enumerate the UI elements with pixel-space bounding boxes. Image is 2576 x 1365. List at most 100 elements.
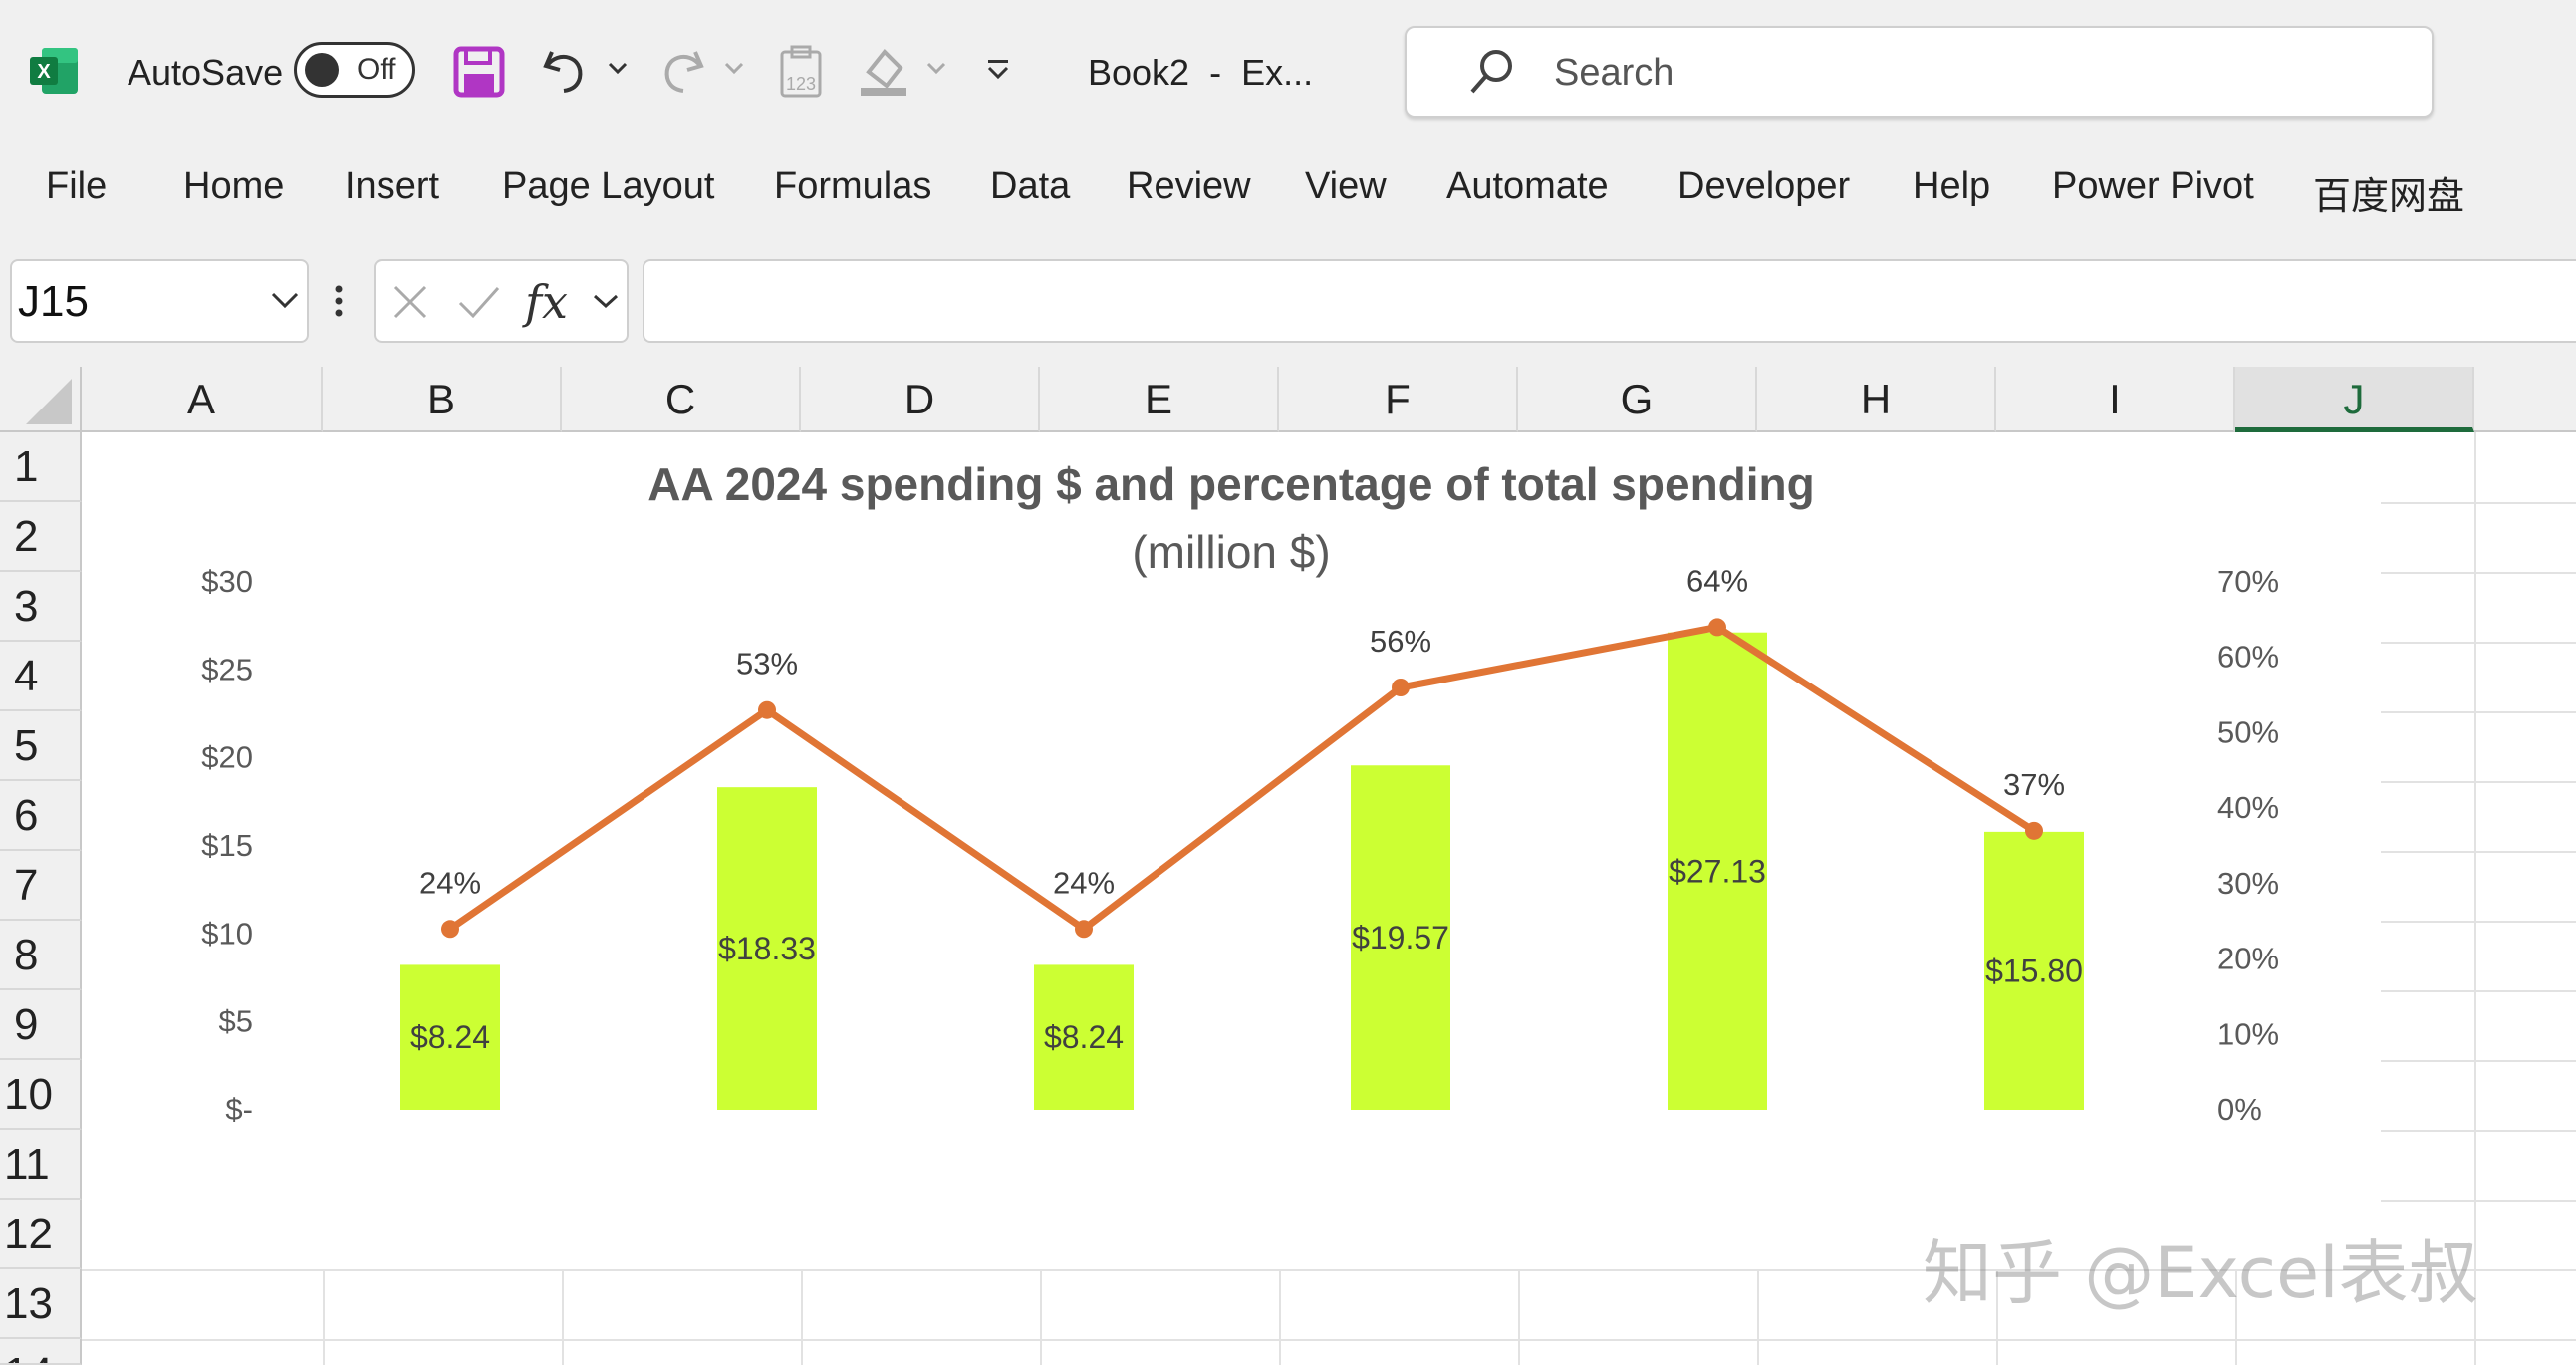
search-box[interactable]: Search: [1405, 26, 2434, 118]
row-header-9[interactable]: 9: [0, 990, 82, 1060]
combo-chart[interactable]: AA 2024 spending $ and percentage of tot…: [84, 434, 2381, 1267]
gridline: [2381, 781, 2576, 783]
row-header-4[interactable]: 4: [0, 642, 82, 711]
row-header-5[interactable]: 5: [0, 711, 82, 781]
column-header-b[interactable]: B: [323, 367, 562, 432]
row-header-1[interactable]: 1: [0, 432, 82, 502]
bar-data-label: $8.24: [410, 1019, 490, 1055]
tab-data[interactable]: Data: [990, 165, 1071, 207]
tab-baidu-netdisk[interactable]: 百度网盘: [2313, 174, 2465, 218]
bar[interactable]: [1984, 831, 2084, 1110]
tab-file[interactable]: File: [46, 165, 108, 207]
chart-area[interactable]: AA 2024 spending $ and percentage of tot…: [84, 434, 2381, 1267]
chart-title[interactable]: AA 2024 spending $ and percentage of tot…: [647, 458, 1815, 510]
save-icon[interactable]: [453, 46, 505, 103]
column-header-i[interactable]: I: [1996, 367, 2235, 432]
autosave-toggle[interactable]: Off: [294, 42, 415, 98]
autosave-state: Off: [357, 53, 396, 86]
tab-home[interactable]: Home: [183, 165, 285, 207]
gridline: [2235, 1269, 2237, 1365]
line-marker[interactable]: [1392, 679, 1410, 696]
paste-values-icon[interactable]: 123: [777, 44, 827, 105]
bar[interactable]: [717, 787, 817, 1110]
toggle-knob: [305, 53, 339, 87]
right-axis-tick-label: 0%: [2217, 1092, 2262, 1127]
bar[interactable]: [1351, 765, 1450, 1110]
line-series[interactable]: [448, 623, 2036, 933]
row-header-14[interactable]: 14: [0, 1339, 82, 1365]
gridline: [801, 1269, 803, 1365]
line-marker[interactable]: [758, 700, 776, 719]
tab-power-pivot[interactable]: Power Pivot: [2052, 165, 2254, 207]
column-header-e[interactable]: E: [1040, 367, 1279, 432]
tab-review[interactable]: Review: [1127, 165, 1251, 207]
insert-function-icon[interactable]: fx: [525, 275, 568, 329]
enter-check-icon[interactable]: [457, 283, 501, 326]
line-data-label: 24%: [419, 865, 481, 900]
left-axis-tick-label: $30: [201, 564, 253, 599]
column-header-a[interactable]: A: [82, 367, 323, 432]
tab-formulas[interactable]: Formulas: [774, 165, 932, 207]
document-title[interactable]: Book2 - Ex...: [1088, 52, 1314, 93]
row-header-7[interactable]: 7: [0, 851, 82, 921]
gridline: [2381, 921, 2576, 923]
line-marker[interactable]: [1075, 920, 1093, 939]
customize-toolbar-icon[interactable]: [986, 58, 1010, 87]
search-icon: [1466, 46, 1518, 103]
row-header-3[interactable]: 3: [0, 572, 82, 642]
undo-icon[interactable]: [540, 44, 590, 99]
tab-help[interactable]: Help: [1913, 165, 1991, 207]
left-axis-tick-label: $15: [201, 828, 253, 863]
column-header-h[interactable]: H: [1757, 367, 1996, 432]
fill-dropdown-icon[interactable]: [926, 62, 946, 81]
search-placeholder: Search: [1554, 52, 1674, 94]
column-header-f[interactable]: F: [1279, 367, 1518, 432]
chevron-down-icon[interactable]: [593, 293, 619, 314]
column-header-j[interactable]: J: [2235, 367, 2474, 432]
fill-color-icon[interactable]: [859, 42, 912, 103]
row-header-6[interactable]: 6: [0, 781, 82, 851]
select-all-button[interactable]: [0, 367, 82, 432]
tab-insert[interactable]: Insert: [345, 165, 440, 207]
line-data-label: 56%: [1370, 624, 1431, 659]
row-header-2[interactable]: 2: [0, 502, 82, 572]
row-header-11[interactable]: 11: [0, 1130, 82, 1200]
more-options-icon[interactable]: [335, 283, 343, 324]
tab-automate[interactable]: Automate: [1446, 165, 1609, 207]
name-box[interactable]: J15: [10, 259, 309, 343]
column-header-d[interactable]: D: [801, 367, 1040, 432]
line-marker[interactable]: [441, 920, 459, 939]
bar[interactable]: [1034, 964, 1134, 1110]
redo-icon[interactable]: [657, 44, 707, 99]
left-axis-tick-label: $-: [225, 1092, 253, 1127]
tab-developer[interactable]: Developer: [1677, 165, 1851, 207]
gridline: [1757, 1269, 1759, 1365]
column-header-c[interactable]: C: [562, 367, 801, 432]
row-header-10[interactable]: 10: [0, 1060, 82, 1130]
formula-input[interactable]: [643, 259, 2576, 343]
chart-subtitle[interactable]: (million $): [1132, 526, 1330, 578]
gridline: [2474, 432, 2476, 1269]
redo-dropdown-icon[interactable]: [724, 62, 744, 81]
column-header-k[interactable]: [2474, 367, 2576, 432]
cancel-icon[interactable]: [391, 283, 429, 326]
row-header-13[interactable]: 13: [0, 1269, 82, 1339]
bar[interactable]: [1668, 632, 1767, 1110]
undo-dropdown-icon[interactable]: [608, 62, 628, 81]
row-header-8[interactable]: 8: [0, 921, 82, 990]
line-data-label: 37%: [2003, 767, 2065, 802]
line-marker[interactable]: [2025, 821, 2043, 840]
chevron-down-icon[interactable]: [271, 291, 299, 314]
line-marker[interactable]: [1708, 618, 1726, 637]
tab-page-layout[interactable]: Page Layout: [502, 165, 715, 207]
gridline: [2381, 711, 2576, 713]
tab-view[interactable]: View: [1305, 165, 1387, 207]
column-header-g[interactable]: G: [1518, 367, 1757, 432]
formula-buttons: fx: [374, 259, 629, 343]
gridline: [1040, 1269, 1042, 1365]
right-axis-tick-label: 30%: [2217, 866, 2279, 901]
gridline: [323, 1269, 325, 1365]
bar[interactable]: [400, 964, 500, 1110]
gridline: [2381, 502, 2576, 504]
row-header-12[interactable]: 12: [0, 1200, 82, 1269]
